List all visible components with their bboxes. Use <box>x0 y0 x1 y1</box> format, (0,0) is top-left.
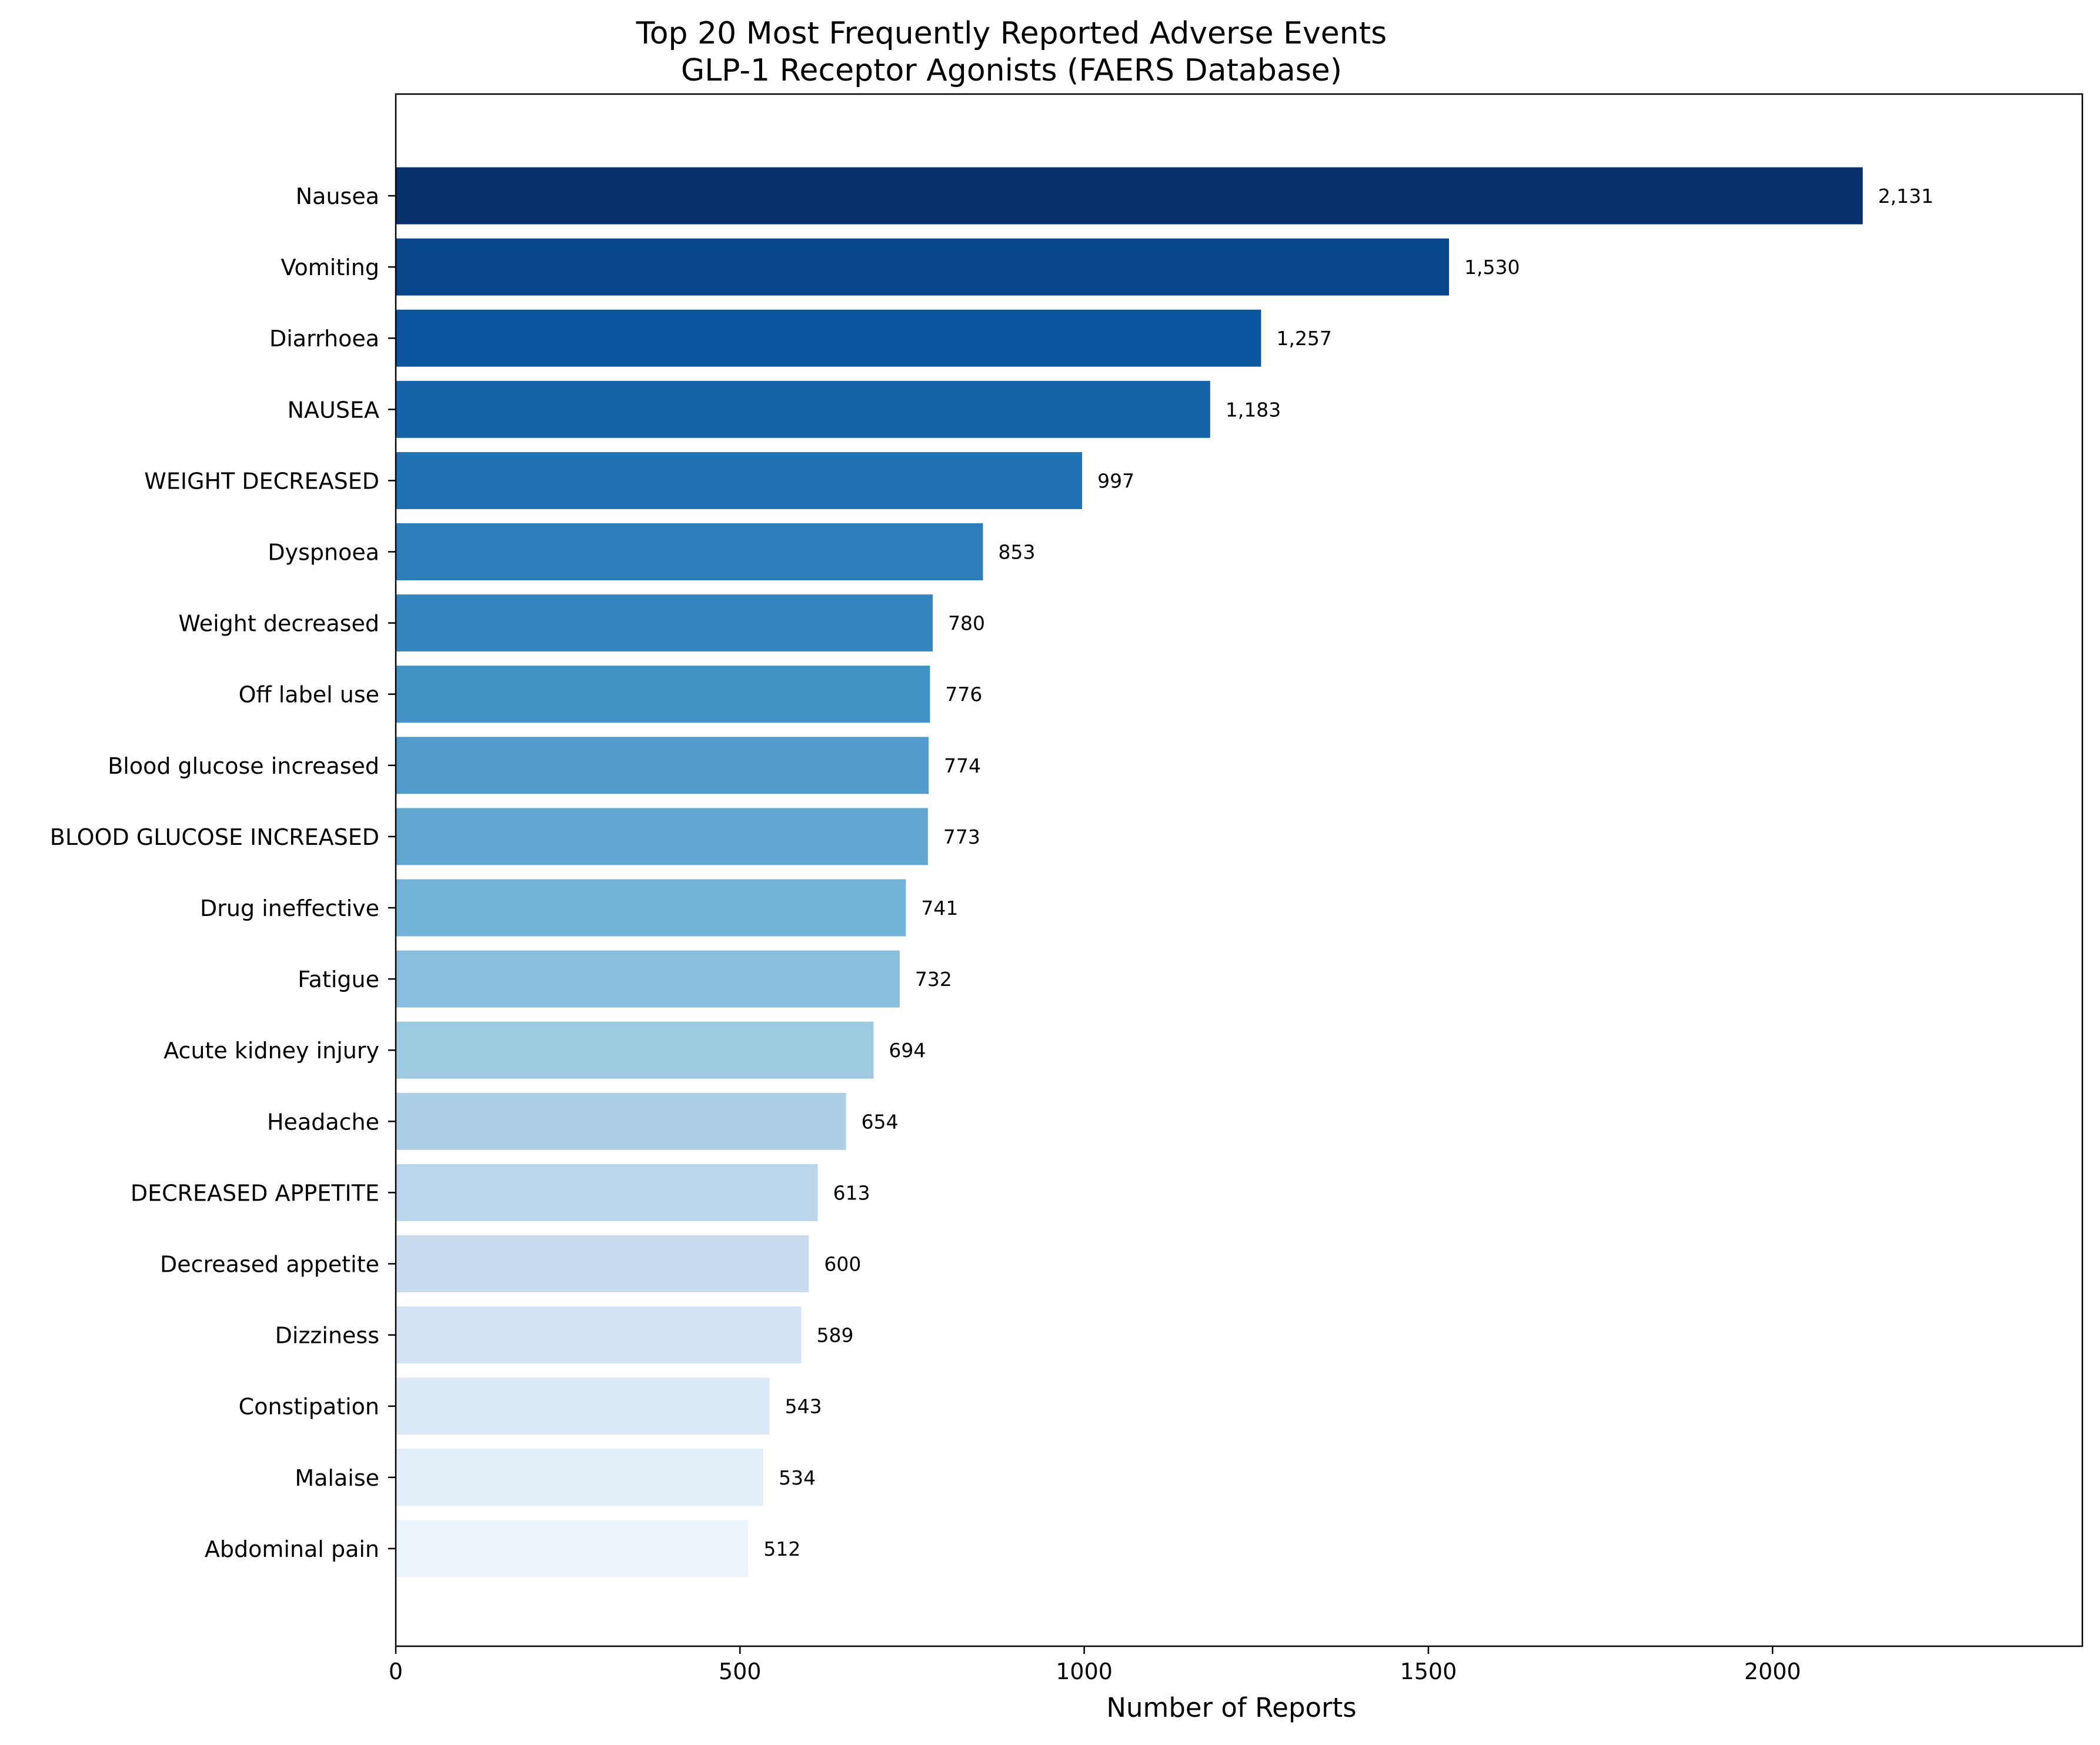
y-tick-label: DECREASED APPETITE <box>131 1180 379 1206</box>
x-tick-label: 1000 <box>1056 1659 1113 1684</box>
bar-value-label: 732 <box>915 968 952 991</box>
bar-value-label: 997 <box>1097 469 1134 492</box>
y-tick-label: Acute kidney injury <box>163 1038 379 1064</box>
bar <box>396 309 1261 367</box>
x-tick-label: 0 <box>389 1659 403 1684</box>
y-tick-label: Vomiting <box>281 255 379 280</box>
bar <box>396 737 929 794</box>
bar <box>396 950 900 1008</box>
bar-value-label: 694 <box>889 1039 926 1062</box>
y-axis-ticks: Nausea Vomiting Diarrhoea NAUSEA WEIGHT DECR… <box>50 183 396 1562</box>
bar-value-label: 774 <box>944 754 981 777</box>
chart-title-line2: GLP-1 Receptor Agonists (FAERS Database) <box>681 53 1342 88</box>
y-tick-label: NAUSEA <box>288 397 379 423</box>
bar <box>396 238 1450 296</box>
y-tick-label: WEIGHT DECREASED <box>144 468 379 494</box>
bar <box>396 1235 809 1292</box>
bar <box>396 1306 802 1364</box>
bar-value-label: 780 <box>948 612 985 635</box>
bar <box>396 1520 749 1577</box>
bar-value-label: 613 <box>833 1181 870 1204</box>
y-tick-label: Fatigue <box>298 967 379 992</box>
bar <box>396 879 906 937</box>
x-tick-label: 500 <box>719 1659 762 1684</box>
bar <box>396 1449 764 1506</box>
bar-value-label: 1,257 <box>1276 327 1331 350</box>
bar-value-label: 534 <box>779 1466 816 1489</box>
bar <box>396 1092 846 1150</box>
bar <box>396 1378 770 1435</box>
chart-title-line1: Top 20 Most Frequently Reported Adverse … <box>636 16 1387 51</box>
bar <box>396 808 928 865</box>
bar-value-label: 773 <box>943 825 980 848</box>
bar <box>396 1021 874 1079</box>
bar <box>396 523 983 580</box>
plot-frame <box>395 93 2084 1647</box>
bar-value-label: 600 <box>824 1253 861 1276</box>
bar <box>396 167 1863 225</box>
bar-value-label: 589 <box>816 1324 853 1347</box>
y-tick-label: Off label use <box>239 682 379 708</box>
x-tick-label: 1500 <box>1400 1659 1457 1684</box>
bar-value-label: 853 <box>999 541 1036 564</box>
bar <box>396 594 933 652</box>
y-tick-label: Blood glucose increased <box>108 753 379 779</box>
bar-value-label: 654 <box>862 1110 899 1133</box>
y-tick-label: Drug ineffective <box>200 895 379 921</box>
x-axis-ticks: 0 500 1000 1500 2000 <box>389 1646 1801 1684</box>
bar <box>396 380 1210 438</box>
y-tick-label: Decreased appetite <box>160 1252 379 1278</box>
y-tick-label: Malaise <box>295 1465 379 1491</box>
y-tick-label: Dizziness <box>275 1323 379 1349</box>
bar <box>396 666 930 723</box>
y-tick-label: Abdominal pain <box>205 1536 379 1562</box>
y-tick-label: Weight decreased <box>178 611 379 637</box>
y-tick-label: Nausea <box>296 183 379 209</box>
y-tick-label: Headache <box>267 1109 379 1135</box>
bar <box>396 452 1083 509</box>
bar-value-label: 776 <box>945 683 982 706</box>
bar-value-label: 512 <box>763 1537 800 1560</box>
y-tick-label: Diarrhoea <box>269 326 379 352</box>
bar-value-label: 1,530 <box>1464 256 1520 279</box>
bar-value-label: 2,131 <box>1878 185 1934 208</box>
bar-value-label: 1,183 <box>1226 398 1281 421</box>
y-tick-label: BLOOD GLUCOSE INCREASED <box>50 824 379 850</box>
bar <box>396 1164 818 1221</box>
bars-layer: 2,131 1,530 1,257 1,183 997 853 780 776 774 773 74… <box>396 167 1934 1577</box>
x-tick-label: 2000 <box>1744 1659 1801 1684</box>
y-tick-label: Constipation <box>239 1394 379 1420</box>
x-axis-label: Number of Reports <box>1106 1692 1356 1723</box>
bar-value-label: 741 <box>921 897 958 920</box>
y-tick-label: Dyspnoea <box>268 540 379 566</box>
bar-value-label: 543 <box>785 1395 822 1418</box>
